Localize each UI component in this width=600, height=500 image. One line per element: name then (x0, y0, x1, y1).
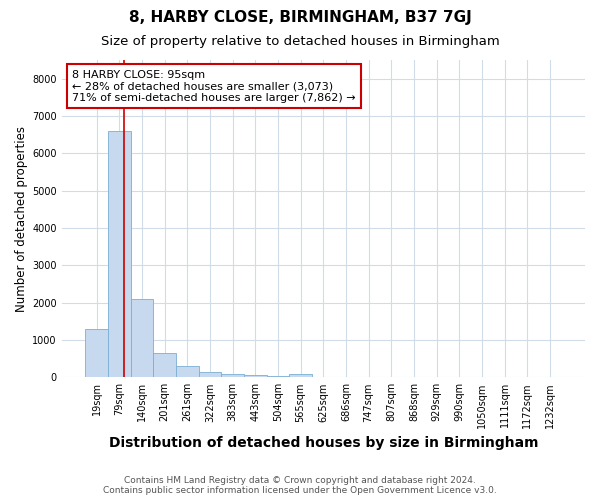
X-axis label: Distribution of detached houses by size in Birmingham: Distribution of detached houses by size … (109, 436, 538, 450)
Bar (199, 372, 221, 378)
Y-axis label: Number of detached properties: Number of detached properties (15, 126, 28, 312)
Text: 8, HARBY CLOSE, BIRMINGHAM, B37 7GJ: 8, HARBY CLOSE, BIRMINGHAM, B37 7GJ (128, 10, 472, 25)
Bar (176, 366, 199, 378)
Text: 8 HARBY CLOSE: 95sqm
← 28% of detached houses are smaller (3,073)
71% of semi-de: 8 HARBY CLOSE: 95sqm ← 28% of detached h… (72, 70, 356, 102)
Bar (221, 374, 244, 378)
Bar (266, 376, 289, 378)
Bar (108, 131, 131, 378)
Text: Size of property relative to detached houses in Birmingham: Size of property relative to detached ho… (101, 35, 499, 48)
Bar (154, 354, 176, 378)
Bar (289, 374, 312, 378)
Text: Contains HM Land Registry data © Crown copyright and database right 2024.
Contai: Contains HM Land Registry data © Crown c… (103, 476, 497, 495)
Bar (244, 376, 266, 378)
Bar (85, 329, 108, 378)
Bar (131, 299, 154, 378)
